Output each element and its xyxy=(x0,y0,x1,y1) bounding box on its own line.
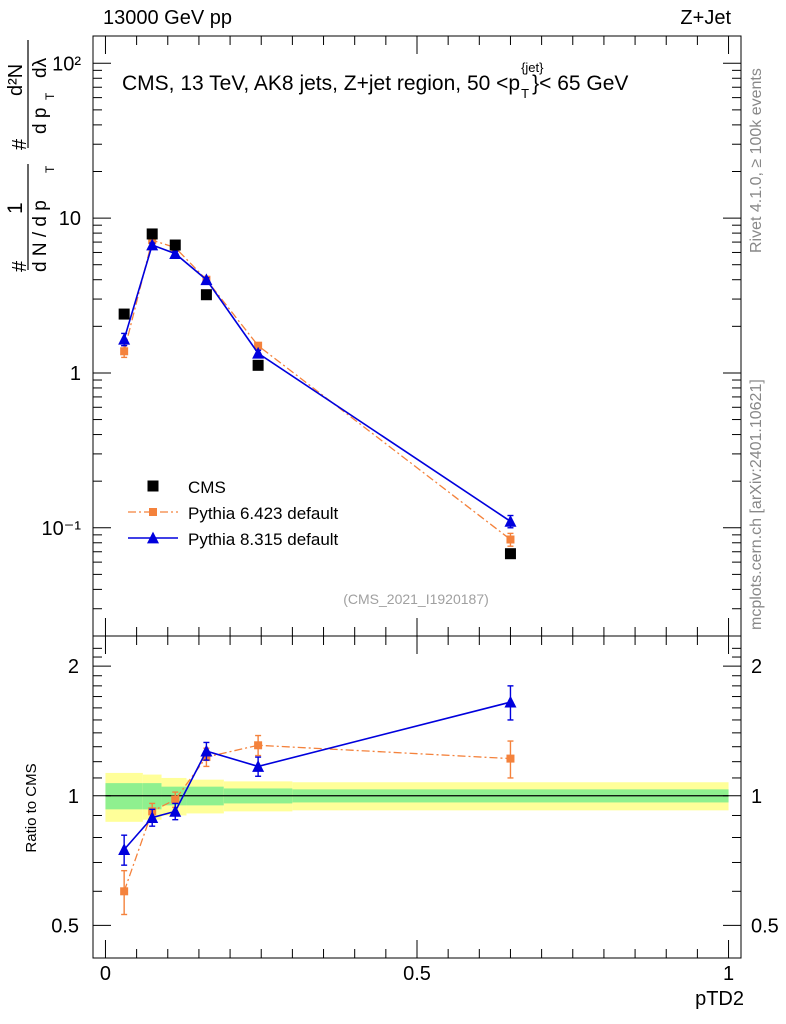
title-main: CMS, 13 TeV, AK8 jets, Z+jet region, 50 … xyxy=(122,72,520,95)
py6-line xyxy=(123,239,511,541)
py8-line xyxy=(123,243,511,523)
cms-point xyxy=(504,548,516,560)
legend-py6-label: Pythia 6.423 default xyxy=(188,504,339,523)
ylabel-one: 1 xyxy=(4,202,27,214)
cms-point xyxy=(169,239,181,251)
title-tail: }< 65 GeV xyxy=(532,72,628,95)
ratio-py6-point xyxy=(171,795,180,804)
energy-label: 13000 GeV pp xyxy=(103,7,232,29)
ratio-y-tick-label-right: 0.5 xyxy=(751,915,779,937)
cms-point xyxy=(146,228,158,240)
ratio-y-tick-label: 0.5 xyxy=(51,915,79,937)
ratio-y-tick-label-right: 1 xyxy=(751,786,762,808)
ratio-py8-point xyxy=(504,695,517,708)
mcplots-label: mcplots.cern.ch [arXiv:2401.10621] xyxy=(748,379,765,630)
legend-py8-marker xyxy=(147,531,159,544)
py6-point xyxy=(506,535,515,544)
cms-point xyxy=(200,289,212,301)
ylabel-T-sub-1: T xyxy=(43,165,57,173)
ratio-y-tick-label-right: 2 xyxy=(751,656,762,678)
ylabel-dpT: d p xyxy=(30,108,51,134)
x-axis-label: pTD2 xyxy=(695,988,744,1010)
py6-point xyxy=(254,341,263,350)
legend-py6-marker xyxy=(149,508,157,516)
legend-cms-marker xyxy=(147,480,159,492)
title-superscript: {jet} xyxy=(521,60,544,75)
ratio-py6-line xyxy=(123,744,511,892)
ylabel-dlambda: dλ xyxy=(30,57,51,78)
py8-point xyxy=(169,247,182,259)
py6-point xyxy=(120,347,129,356)
ratio-py8-point xyxy=(169,804,182,817)
analysis-id-label: (CMS_2021_I1920187) xyxy=(343,591,489,607)
py8-point xyxy=(252,346,265,359)
ratio-py6-point xyxy=(254,741,263,750)
ylabel-hash-2: # xyxy=(9,138,31,150)
ylabel-T-sub-2: T xyxy=(43,92,57,100)
ylabel-dN: d N / d p xyxy=(30,200,51,272)
ylabel-d2N: d²N xyxy=(5,64,27,96)
ratio-py8-line xyxy=(123,701,511,851)
chart-title: CMS, 13 TeV, AK8 jets, Z+jet region, 50 … xyxy=(122,60,628,101)
py8-point xyxy=(200,273,213,286)
title-subscript: T xyxy=(521,86,529,101)
ratio-py6-point xyxy=(120,887,129,896)
ratio-py8-point xyxy=(146,811,159,823)
x-tick-label: 0 xyxy=(100,963,111,985)
cms-point xyxy=(118,308,130,320)
ratio-py8-point xyxy=(118,843,131,855)
ratio-y-tick-label: 2 xyxy=(68,656,79,678)
y-tick-label: 10² xyxy=(52,53,81,75)
ratio-py6-point xyxy=(506,754,515,763)
y-tick-label: 10 xyxy=(59,208,81,230)
ratio-panel: 0 0.5 1 0.5 0.5 1 1 2 2 xyxy=(51,635,779,985)
py8-point xyxy=(504,514,517,527)
main-panel: 10⁻¹ 1 10 10² xyxy=(42,35,742,637)
y-tick-label: 1 xyxy=(70,363,81,385)
x-tick-label: 1 xyxy=(723,963,734,985)
ratio-py8-point xyxy=(200,744,213,757)
x-tick-label: 0.5 xyxy=(403,963,431,985)
ratio-y-tick-label: 1 xyxy=(68,786,79,808)
process-label: Z+Jet xyxy=(680,7,731,29)
y-tick-label: 10⁻¹ xyxy=(42,518,82,540)
legend: CMS Pythia 6.423 default Pythia 8.315 defa… xyxy=(128,478,339,549)
py8-point xyxy=(146,238,159,251)
ylabel-hash-1: # xyxy=(9,260,31,272)
ratio-y-axis-label: Ratio to CMS xyxy=(23,763,40,852)
rivet-version-label: Rivet 4.1.0, ≥ 100k events xyxy=(748,68,765,253)
py8-point xyxy=(118,332,131,345)
legend-cms-label: CMS xyxy=(188,478,226,497)
cms-point xyxy=(252,359,264,371)
legend-py8-label: Pythia 8.315 default xyxy=(188,530,339,549)
ratio-py8-point xyxy=(252,760,265,772)
